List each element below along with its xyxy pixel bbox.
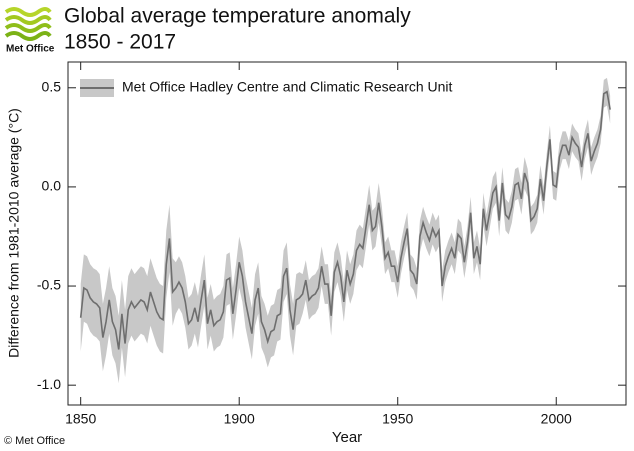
series-line xyxy=(79,90,611,350)
y-tick-label: 0.5 xyxy=(42,78,62,94)
y-tick-label: -1.0 xyxy=(37,376,61,392)
chart-title: Global average temperature anomaly xyxy=(64,5,411,28)
chart-subtitle: 1850 - 2017 xyxy=(64,31,176,54)
plot-frame xyxy=(67,61,627,406)
x-tick-label: 1900 xyxy=(224,411,255,427)
x-tick-label: 2000 xyxy=(541,411,572,427)
legend-label: Met Office Hadley Centre and Climatic Re… xyxy=(122,79,453,95)
logo-wave xyxy=(4,15,52,25)
credit: © Met Office xyxy=(4,435,65,447)
y-axis-label: Difference from 1981-2010 average (°C) xyxy=(6,108,22,358)
logo-text: Met Office xyxy=(6,44,55,55)
y-tick-label: -0.5 xyxy=(37,277,61,293)
uncertainty-band xyxy=(80,77,611,384)
x-tick-label: 1950 xyxy=(382,411,413,427)
logo: Met Office xyxy=(4,7,55,55)
logo-wave xyxy=(4,31,52,41)
x-tick-label: 1850 xyxy=(65,411,96,427)
logo-wave xyxy=(4,23,52,33)
x-axis-label: Year xyxy=(332,429,362,446)
y-tick-label: 0.0 xyxy=(42,178,62,194)
logo-wave xyxy=(4,7,52,17)
